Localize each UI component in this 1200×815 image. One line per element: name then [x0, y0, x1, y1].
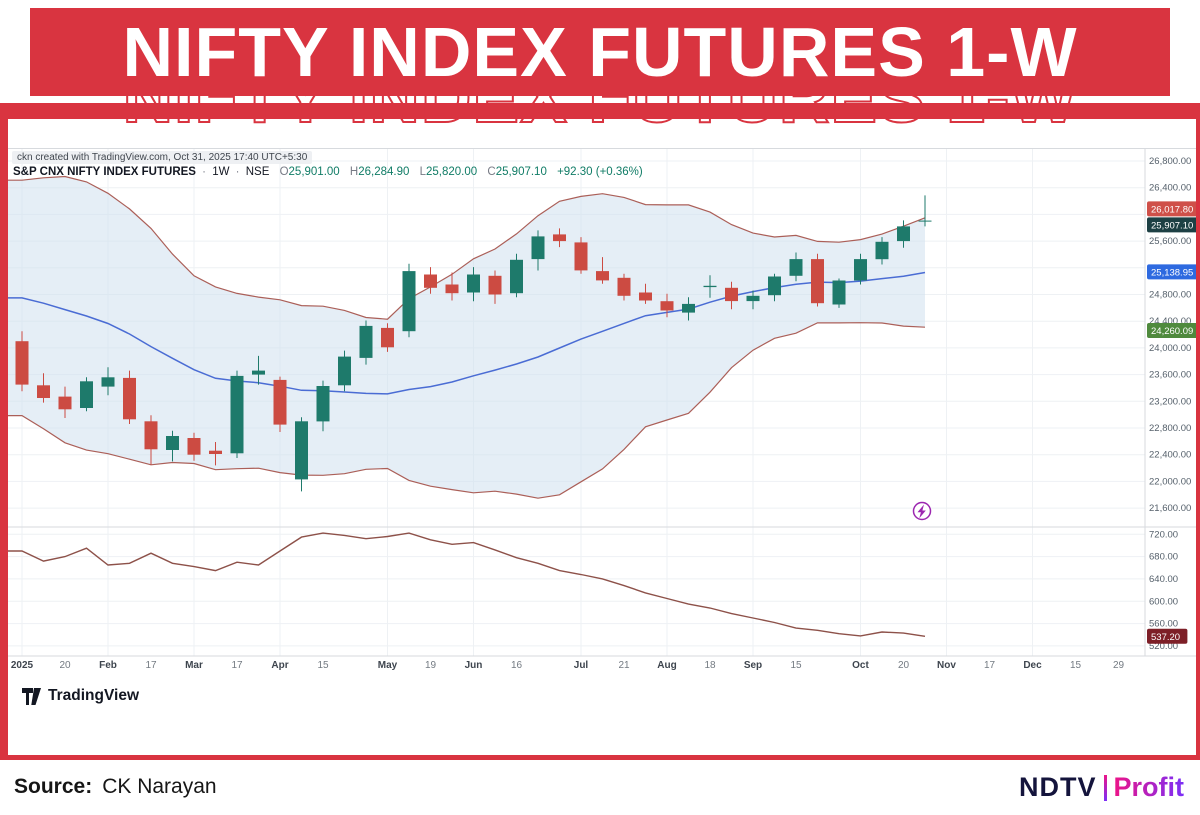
price-label-last-price: 25,907.10	[1147, 217, 1196, 233]
svg-text:640.00: 640.00	[1149, 574, 1178, 585]
svg-text:680.00: 680.00	[1149, 552, 1178, 563]
svg-text:Dec: Dec	[1023, 660, 1042, 671]
bollinger-fill	[8, 176, 925, 499]
svg-text:26,400.00: 26,400.00	[1149, 183, 1191, 194]
svg-text:24,000.00: 24,000.00	[1149, 343, 1191, 354]
svg-text:18: 18	[704, 660, 716, 671]
bollinger-lower-line	[8, 322, 926, 499]
interval-label: 1W	[212, 166, 230, 178]
svg-text:Nov: Nov	[937, 660, 956, 671]
svg-text:25,907.10: 25,907.10	[1151, 220, 1193, 231]
svg-text:24,800.00: 24,800.00	[1149, 290, 1191, 301]
change-value: +92.30 (+0.36%)	[557, 166, 643, 178]
title-banner: NIFTY INDEX FUTURES 1-W	[30, 8, 1170, 96]
high-key: H	[349, 166, 359, 178]
svg-text:15: 15	[317, 660, 329, 671]
price-label-indicator: 537.20	[1147, 628, 1188, 644]
svg-text:Oct: Oct	[852, 660, 869, 671]
svg-text:21: 21	[618, 660, 630, 671]
svg-text:600.00: 600.00	[1149, 596, 1178, 607]
svg-text:20: 20	[898, 660, 910, 671]
svg-text:16: 16	[511, 660, 523, 671]
open-value: 25,901.00	[288, 166, 340, 178]
source-credit: Source: CK Narayan	[14, 775, 217, 799]
tradingview-logo[interactable]: TradingView	[22, 687, 139, 705]
svg-text:17: 17	[231, 660, 243, 671]
svg-text:Sep: Sep	[744, 660, 762, 671]
exchange-label: NSE	[245, 166, 270, 178]
close-key: C	[487, 166, 496, 178]
separator-dot: ·	[202, 166, 207, 178]
symbol-row: S&P CNX NIFTY INDEX FUTURES · 1W · NSE O…	[13, 166, 643, 178]
tradingview-logo-icon	[22, 687, 41, 705]
svg-text:Jul: Jul	[574, 660, 589, 671]
svg-text:29: 29	[1113, 660, 1125, 671]
svg-text:26,017.80: 26,017.80	[1151, 204, 1193, 215]
svg-text:22,800.00: 22,800.00	[1149, 423, 1191, 434]
time-axis[interactable]: 2025 20 Feb 17 Mar 17 Apr 15 May 19 Jun 16 Jul 21 Aug 1…	[11, 660, 1125, 671]
source-name: CK Narayan	[102, 775, 217, 798]
separator-dot: ·	[235, 166, 240, 178]
indicator-line	[8, 532, 926, 637]
svg-text:520.00: 520.00	[1149, 641, 1178, 652]
svg-text:720.00: 720.00	[1149, 529, 1178, 540]
ndtv-profit-logo: NDTV Profit	[1019, 772, 1184, 803]
svg-text:Mar: Mar	[185, 660, 203, 671]
svg-text:May: May	[378, 660, 398, 671]
price-chart-canvas[interactable]: 26,800.00 26,400.00 25,600.00 24,800.00 24,4…	[8, 119, 1196, 755]
svg-text:23,600.00: 23,600.00	[1149, 370, 1191, 381]
svg-text:560.00: 560.00	[1149, 619, 1178, 630]
svg-text:24,400.00: 24,400.00	[1149, 316, 1191, 327]
high-value: 26,284.90	[358, 166, 410, 178]
svg-text:17: 17	[145, 660, 157, 671]
open-key: O	[279, 166, 289, 178]
close-value: 25,907.10	[495, 166, 547, 178]
svg-text:25,600.00: 25,600.00	[1149, 236, 1191, 247]
svg-text:17: 17	[984, 660, 996, 671]
svg-text:15: 15	[1070, 660, 1082, 671]
svg-text:Feb: Feb	[99, 660, 117, 671]
svg-text:2025: 2025	[11, 660, 34, 671]
footer: Source: CK Narayan NDTV Profit	[0, 760, 1200, 815]
svg-text:537.20: 537.20	[1151, 632, 1180, 643]
price-label-bb-basis: 25,138.95	[1147, 264, 1196, 280]
svg-text:20: 20	[59, 660, 71, 671]
bollinger-upper-line	[8, 175, 926, 320]
chart-watermark: ckn created with TradingView.com, Oct 31…	[12, 151, 313, 164]
price-label-bb-lower: 24,260.09	[1147, 323, 1196, 338]
svg-text:19: 19	[425, 660, 437, 671]
svg-text:Jun: Jun	[465, 660, 483, 671]
svg-text:26,800.00: 26,800.00	[1149, 156, 1191, 167]
price-label-bb-upper: 26,017.80	[1147, 201, 1196, 217]
candles-layer[interactable]	[15, 195, 932, 492]
page-title: NIFTY INDEX FUTURES 1-W	[122, 13, 1078, 91]
svg-text:22,000.00: 22,000.00	[1149, 476, 1191, 487]
svg-text:Apr: Apr	[271, 660, 288, 671]
ndtv-wordmark: NDTV	[1019, 772, 1097, 802]
flash-icon[interactable]	[912, 501, 932, 521]
low-key: L	[419, 166, 426, 178]
brand-divider-bar	[1103, 774, 1107, 801]
svg-text:23,200.00: 23,200.00	[1149, 396, 1191, 407]
svg-text:24,260.09: 24,260.09	[1151, 326, 1193, 337]
svg-text:21,600.00: 21,600.00	[1149, 503, 1191, 514]
svg-text:22,400.00: 22,400.00	[1149, 450, 1191, 461]
source-label: Source:	[14, 775, 93, 798]
svg-text:15: 15	[790, 660, 802, 671]
low-value: 25,820.00	[426, 166, 478, 178]
profit-wordmark: Profit	[1113, 772, 1185, 802]
svg-text:Aug: Aug	[657, 660, 676, 671]
tradingview-logo-text: TradingView	[48, 687, 140, 704]
chart-frame: ckn created with TradingView.com, Oct 31…	[0, 103, 1200, 760]
price-axis[interactable]: 26,800.00 26,400.00 25,600.00 24,800.00 24,4…	[1149, 156, 1191, 652]
tradingview-chart[interactable]: ckn created with TradingView.com, Oct 31…	[8, 119, 1196, 755]
svg-text:25,138.95: 25,138.95	[1151, 267, 1193, 278]
symbol-name[interactable]: S&P CNX NIFTY INDEX FUTURES	[13, 166, 196, 178]
